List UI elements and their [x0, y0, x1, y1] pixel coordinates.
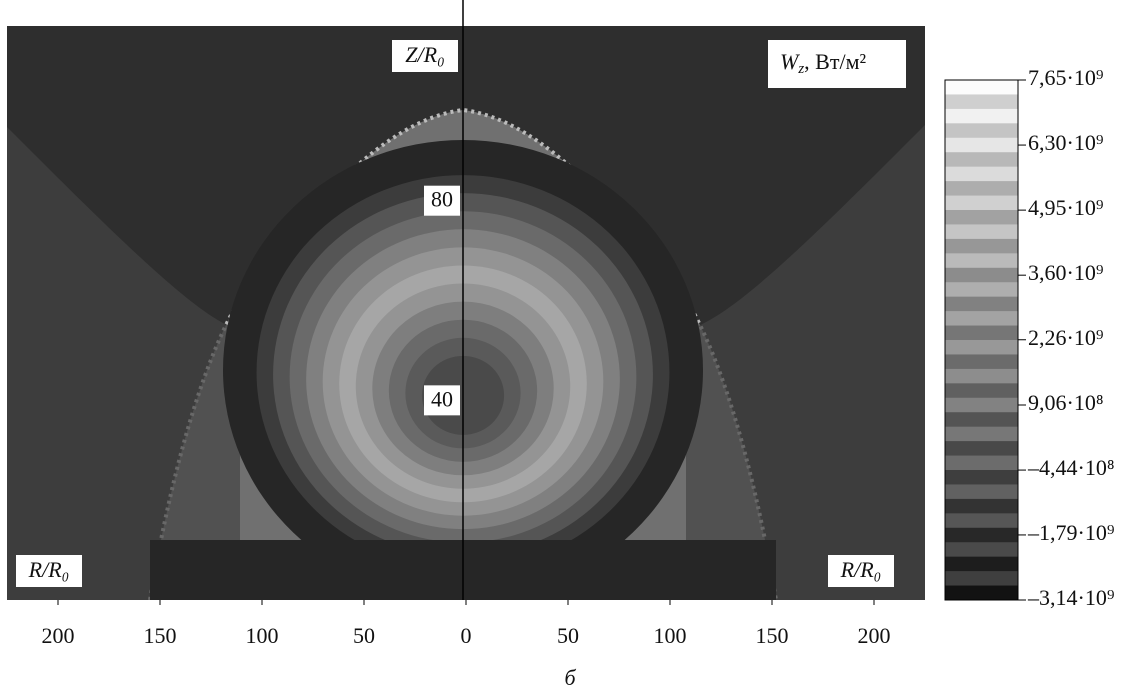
symbol: W — [780, 49, 800, 74]
x-tick-label: 150 — [144, 623, 177, 648]
side-field — [7, 126, 240, 600]
colorbar-band — [945, 426, 1018, 442]
y-tick-label: 40 — [431, 386, 453, 411]
x-label: R/R₀ — [28, 557, 70, 582]
colorbar-band — [945, 80, 1018, 95]
colorbar-tick-label: –1,79·10⁹ — [1027, 520, 1115, 545]
colorbar-band — [945, 542, 1018, 558]
colorbar-tick-label: 3,60·10⁹ — [1028, 260, 1104, 285]
y-tick-box — [424, 185, 460, 216]
colorbar-band — [945, 224, 1018, 240]
colorbar-label: Wz, Вт/м² — [780, 49, 866, 77]
colorbar-band — [945, 311, 1018, 327]
colorbar-band — [945, 368, 1018, 384]
y-tick-box — [424, 385, 460, 416]
colorbar-band — [945, 325, 1018, 341]
colorbar-band — [945, 137, 1018, 153]
x-tick-label: 100 — [246, 623, 279, 648]
colorbar-band — [945, 470, 1018, 485]
colorbar-band — [945, 340, 1018, 355]
colorbar-tick-label: 9,06·10⁸ — [1028, 390, 1104, 415]
colorbar-tick-label: 6,30·10⁹ — [1028, 130, 1104, 155]
x-tick-label: 100 — [654, 623, 687, 648]
colorbar-band — [945, 94, 1018, 110]
x-tick-label: 200 — [858, 623, 891, 648]
label-box — [768, 40, 906, 88]
colorbar-band — [945, 123, 1018, 139]
x-tick-label: 50 — [557, 623, 579, 648]
x-tick-label: 0 — [461, 623, 472, 648]
colorbar-band — [945, 296, 1018, 312]
x-tick-label: 50 — [353, 623, 375, 648]
y-label: Z/R₀ — [405, 42, 444, 67]
colorbar-band — [945, 441, 1018, 457]
colorbar-tick-label: –4,44·10⁸ — [1027, 455, 1115, 480]
colorbar-band — [945, 498, 1018, 514]
colorbar: 7,65·10⁹ 6,30·10⁹ 4,95·10⁹ 3,60·10⁹ 2,26·10⁹… — [944, 65, 1115, 610]
colorbar-band — [945, 412, 1018, 428]
colorbar-band — [945, 354, 1018, 370]
colorbar-band — [945, 108, 1018, 124]
colorbar-band — [945, 397, 1018, 413]
colorbar-band — [945, 455, 1018, 471]
colorbar-band — [945, 238, 1018, 254]
label-box — [16, 555, 82, 587]
colorbar-band — [945, 282, 1018, 298]
colorbar-band — [945, 527, 1018, 543]
colorbar-band — [945, 556, 1018, 572]
field — [7, 26, 925, 600]
unit: , Вт/м² — [804, 49, 866, 74]
colorbar-tick-label: –3,14·10⁹ — [1027, 585, 1115, 610]
colorbar-band — [945, 152, 1018, 168]
colorbar-band — [945, 253, 1018, 269]
colorbar-band — [945, 210, 1018, 225]
colorbar-tick-label: 4,95·10⁹ — [1028, 195, 1104, 220]
colorbar-tick-label: 7,65·10⁹ — [1028, 65, 1104, 90]
colorbar-band — [945, 195, 1018, 211]
y-tick-label: 80 — [431, 187, 453, 212]
colorbar-band — [945, 181, 1018, 197]
subscript: z — [797, 61, 804, 77]
x-label: R/R₀ — [840, 557, 882, 582]
labels: Z/R₀ R/R₀ R/R₀ Wz, Вт/м² б 40 80 — [16, 40, 906, 690]
colorbar-band — [945, 383, 1018, 399]
x-tick-label: 200 — [42, 623, 75, 648]
colorbar-band — [945, 166, 1018, 182]
colorbar-band — [945, 571, 1018, 587]
x-tick-label: 150 — [756, 623, 789, 648]
panel-label: б — [564, 665, 576, 690]
label-box — [392, 40, 458, 72]
colorbar-tick-label: 2,26·10⁹ — [1028, 325, 1104, 350]
side-field — [686, 124, 925, 600]
colorbar-band — [945, 585, 1018, 601]
colorbar-band — [945, 267, 1018, 283]
rings — [223, 140, 703, 600]
colorbar-band — [945, 513, 1018, 529]
label-box — [828, 555, 894, 587]
colorbar-band — [945, 484, 1018, 500]
